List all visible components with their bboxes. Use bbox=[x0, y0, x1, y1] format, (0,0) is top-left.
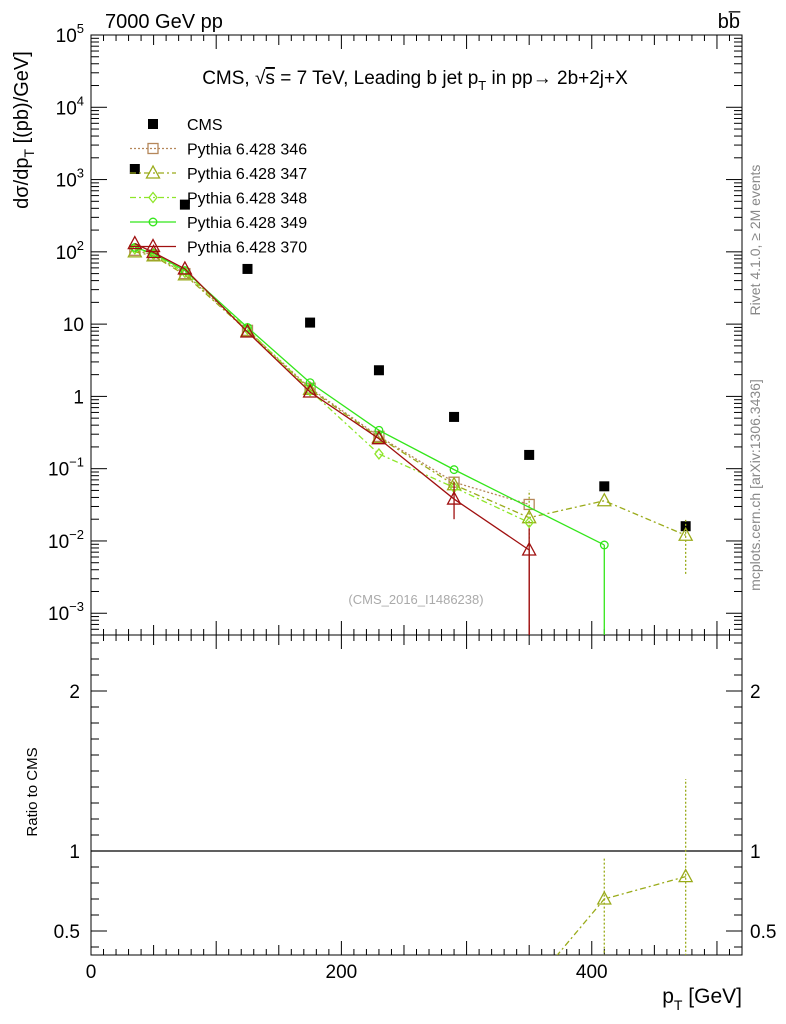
ratio-y-label: Ratio to CMS bbox=[24, 747, 41, 836]
y-tick-label: 103 bbox=[56, 166, 84, 192]
ratio-data-layer bbox=[523, 779, 694, 994]
series-0-point bbox=[129, 163, 140, 174]
y-tick-label: 105 bbox=[56, 21, 84, 47]
series-0-point bbox=[373, 365, 384, 376]
legend-label: Pythia 6.428 349 bbox=[187, 215, 307, 232]
series-5-point bbox=[371, 430, 387, 445]
series-2-point bbox=[678, 526, 694, 541]
legend: CMS Pythia 6.428 346 Pythia 6.428 347 Pythi… bbox=[130, 117, 307, 257]
x-axis-label: pT [GeV] bbox=[662, 985, 742, 1013]
series-0-point bbox=[242, 263, 253, 274]
series-0-point bbox=[599, 481, 610, 492]
ratio-y-tick-label: 1 bbox=[69, 842, 80, 863]
y-tick-label: 10−3 bbox=[48, 599, 84, 625]
header-left: 7000 GeV pp bbox=[105, 11, 223, 33]
ratio-series-0-point bbox=[678, 868, 694, 883]
legend-marker bbox=[147, 142, 159, 155]
series-4-point bbox=[374, 425, 384, 435]
mcplots-label: mcplots.cern.ch [arXiv:1306.3436] bbox=[747, 379, 763, 591]
series-1-line bbox=[134, 249, 530, 506]
ratio-y-tick-label: 2 bbox=[69, 682, 80, 703]
series-0-point bbox=[305, 317, 316, 328]
legend-marker bbox=[148, 119, 158, 129]
chart-title: CMS, √s = 7 TeV, Leading b jet pT in pp→… bbox=[202, 68, 628, 93]
top-data-layer bbox=[127, 163, 694, 635]
series-2-point bbox=[521, 509, 537, 524]
series-5-point bbox=[302, 383, 318, 398]
series-4-point bbox=[449, 465, 459, 475]
ratio-y-tick-label-right: 0.5 bbox=[750, 922, 776, 943]
series-0-point bbox=[524, 449, 535, 460]
series-2-point bbox=[596, 492, 612, 507]
series-3-point bbox=[524, 516, 535, 529]
ratio-y-tick-label-right: 1 bbox=[750, 842, 761, 863]
series-5-point bbox=[446, 490, 462, 505]
y-tick-label: 104 bbox=[56, 93, 84, 119]
legend-label: Pythia 6.428 347 bbox=[187, 166, 307, 183]
series-2-point bbox=[127, 243, 143, 258]
legend-marker bbox=[145, 238, 161, 253]
x-tick-label: 400 bbox=[576, 962, 608, 983]
series-4-point bbox=[599, 540, 609, 550]
legend-marker bbox=[145, 164, 161, 179]
y-tick-label: 10−2 bbox=[48, 527, 84, 553]
y-tick-label: 1 bbox=[73, 387, 84, 408]
ratio-y-tick-label: 0.5 bbox=[54, 922, 80, 943]
axes-layer: 0 200 400 10−3 10−2 10−1 1 10 102 103 104 105 0.5 0.5… bbox=[48, 21, 776, 983]
series-5-point bbox=[127, 235, 143, 250]
y-axis-label: dσ/dpT [(pb)/GeV] bbox=[11, 51, 37, 209]
legend-label: Pythia 6.428 348 bbox=[187, 191, 307, 208]
series-0-point bbox=[449, 411, 460, 422]
y-tick-label: 10 bbox=[63, 315, 84, 336]
series-4-point bbox=[305, 378, 315, 388]
y-tick-label: 10−1 bbox=[48, 455, 84, 481]
series-5-point bbox=[239, 323, 256, 338]
legend-label: Pythia 6.428 346 bbox=[187, 142, 307, 159]
series-5-line bbox=[134, 243, 530, 551]
legend-marker bbox=[148, 217, 158, 227]
legend-label: CMS bbox=[187, 117, 223, 134]
ratio-plot-frame bbox=[90, 634, 743, 956]
series-2-line bbox=[134, 251, 686, 536]
ratio-series-0-point bbox=[523, 982, 536, 994]
ratio-y-tick-label-right: 2 bbox=[750, 682, 761, 703]
legend-marker bbox=[148, 191, 158, 204]
series-3-point bbox=[374, 447, 384, 460]
legend-label: Pythia 6.428 370 bbox=[187, 240, 307, 257]
series-3-line bbox=[134, 248, 530, 524]
series-3-point bbox=[129, 242, 140, 255]
series-5-point bbox=[177, 260, 193, 275]
y-tick-label: 102 bbox=[56, 238, 84, 264]
series-5-point bbox=[521, 541, 537, 556]
series-0-point bbox=[680, 521, 691, 532]
analysis-watermark: (CMS_2016_I1486238) bbox=[348, 592, 483, 607]
header-right: bb̅ bbox=[718, 10, 741, 33]
series-0-point bbox=[179, 199, 190, 210]
x-tick-label: 0 bbox=[86, 962, 97, 983]
series-3-point bbox=[242, 323, 253, 336]
rivet-label: Rivet 4.1.0, ≥ 2M events bbox=[747, 165, 763, 316]
ratio-series-0-point bbox=[596, 890, 612, 905]
x-tick-label: 200 bbox=[326, 962, 358, 983]
